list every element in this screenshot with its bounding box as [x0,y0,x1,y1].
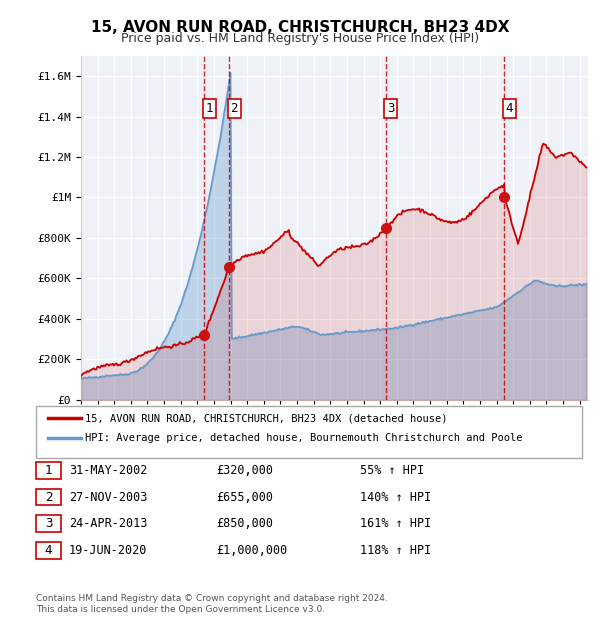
Text: 1: 1 [45,464,52,477]
Text: 161% ↑ HPI: 161% ↑ HPI [360,518,431,530]
Text: 3: 3 [387,102,394,115]
Text: 2: 2 [45,491,52,503]
Text: 24-APR-2013: 24-APR-2013 [69,518,148,530]
Text: 15, AVON RUN ROAD, CHRISTCHURCH, BH23 4DX (detached house): 15, AVON RUN ROAD, CHRISTCHURCH, BH23 4D… [85,413,448,423]
Text: 55% ↑ HPI: 55% ↑ HPI [360,464,424,477]
Text: £320,000: £320,000 [216,464,273,477]
Text: HPI: Average price, detached house, Bournemouth Christchurch and Poole: HPI: Average price, detached house, Bour… [85,433,523,443]
Text: 31-MAY-2002: 31-MAY-2002 [69,464,148,477]
Text: Contains HM Land Registry data © Crown copyright and database right 2024.: Contains HM Land Registry data © Crown c… [36,593,388,603]
Text: Price paid vs. HM Land Registry's House Price Index (HPI): Price paid vs. HM Land Registry's House … [121,32,479,45]
Text: 4: 4 [506,102,513,115]
Text: 118% ↑ HPI: 118% ↑ HPI [360,544,431,557]
Text: 1: 1 [206,102,213,115]
Text: £850,000: £850,000 [216,518,273,530]
Text: £1,000,000: £1,000,000 [216,544,287,557]
Text: 4: 4 [45,544,52,557]
Text: 2: 2 [230,102,238,115]
Text: 27-NOV-2003: 27-NOV-2003 [69,491,148,503]
Text: 19-JUN-2020: 19-JUN-2020 [69,544,148,557]
Text: 3: 3 [45,518,52,530]
Text: 15, AVON RUN ROAD, CHRISTCHURCH, BH23 4DX: 15, AVON RUN ROAD, CHRISTCHURCH, BH23 4D… [91,20,509,35]
Text: 140% ↑ HPI: 140% ↑ HPI [360,491,431,503]
Text: This data is licensed under the Open Government Licence v3.0.: This data is licensed under the Open Gov… [36,604,325,614]
Text: £655,000: £655,000 [216,491,273,503]
